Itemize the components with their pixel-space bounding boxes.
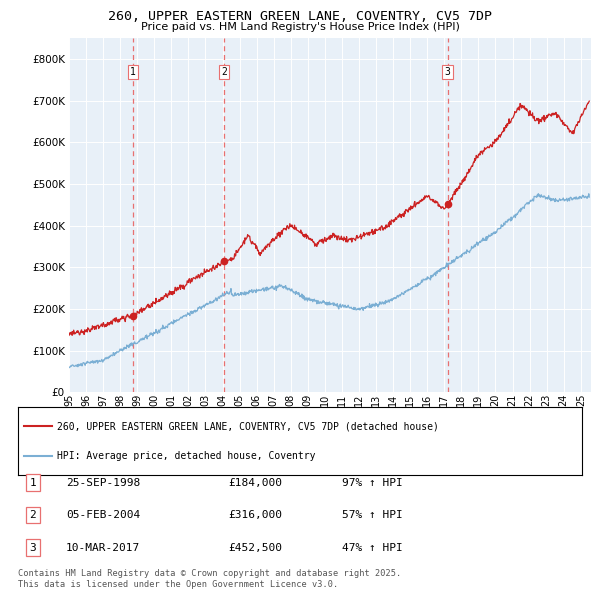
Text: 3: 3 [445, 67, 451, 77]
Text: HPI: Average price, detached house, Coventry: HPI: Average price, detached house, Cove… [58, 451, 316, 461]
Text: 260, UPPER EASTERN GREEN LANE, COVENTRY, CV5 7DP (detached house): 260, UPPER EASTERN GREEN LANE, COVENTRY,… [58, 421, 439, 431]
Text: £316,000: £316,000 [228, 510, 282, 520]
Text: 3: 3 [29, 543, 37, 552]
Text: 25-SEP-1998: 25-SEP-1998 [66, 478, 140, 487]
Text: 1: 1 [29, 478, 37, 487]
Text: 05-FEB-2004: 05-FEB-2004 [66, 510, 140, 520]
Text: Contains HM Land Registry data © Crown copyright and database right 2025.: Contains HM Land Registry data © Crown c… [18, 569, 401, 578]
Text: 47% ↑ HPI: 47% ↑ HPI [342, 543, 403, 552]
Text: 260, UPPER EASTERN GREEN LANE, COVENTRY, CV5 7DP: 260, UPPER EASTERN GREEN LANE, COVENTRY,… [108, 10, 492, 23]
Text: 2: 2 [29, 510, 37, 520]
Text: 57% ↑ HPI: 57% ↑ HPI [342, 510, 403, 520]
Text: Price paid vs. HM Land Registry's House Price Index (HPI): Price paid vs. HM Land Registry's House … [140, 22, 460, 32]
Text: 1: 1 [130, 67, 136, 77]
Text: 97% ↑ HPI: 97% ↑ HPI [342, 478, 403, 487]
Text: 10-MAR-2017: 10-MAR-2017 [66, 543, 140, 552]
Text: £184,000: £184,000 [228, 478, 282, 487]
Text: £452,500: £452,500 [228, 543, 282, 552]
Text: This data is licensed under the Open Government Licence v3.0.: This data is licensed under the Open Gov… [18, 579, 338, 589]
Text: 2: 2 [221, 67, 227, 77]
